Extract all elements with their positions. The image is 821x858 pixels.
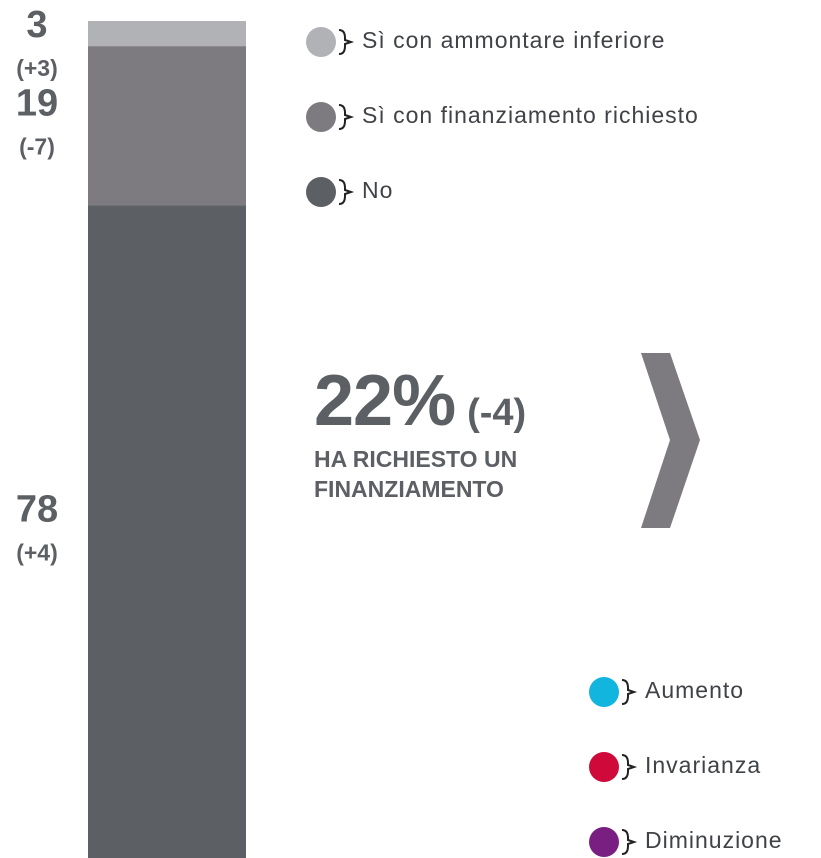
legend2-swatch bbox=[589, 752, 619, 782]
legend-swatch bbox=[306, 177, 336, 207]
legend-swatch bbox=[306, 102, 336, 132]
change-label: (+4) bbox=[16, 540, 58, 566]
chevron bbox=[641, 353, 700, 528]
legend2-swatch bbox=[589, 677, 619, 707]
legend-bracket bbox=[338, 104, 355, 130]
legend2-label: Aumento bbox=[645, 677, 744, 703]
legend-label: No bbox=[362, 177, 393, 203]
bar-segment bbox=[88, 205, 246, 858]
legend2-bracket bbox=[621, 679, 638, 705]
legend2-bracket bbox=[621, 754, 638, 780]
legend-label: Sì con ammontare inferiore bbox=[362, 27, 665, 53]
value-label: 19 bbox=[16, 83, 58, 125]
headline-value: 22% bbox=[314, 361, 456, 441]
bar-segment bbox=[88, 21, 246, 47]
legend2-label: Diminuzione bbox=[645, 827, 783, 853]
headline-text: HA RICHIESTO UN FINANZIAMENTO bbox=[314, 446, 518, 502]
value-label: 3 bbox=[26, 4, 47, 46]
headline-change: (-4) bbox=[467, 392, 527, 434]
legend-bracket bbox=[338, 179, 355, 205]
change-label: (-7) bbox=[19, 134, 55, 160]
bar-segment bbox=[88, 46, 246, 206]
legend-swatch bbox=[306, 27, 336, 57]
headline: 22% (-4) HA RICHIESTO UN FINANZIAMENTO bbox=[314, 360, 614, 504]
legend2-bracket bbox=[621, 829, 638, 855]
legend-label: Sì con finanziamento richiesto bbox=[362, 102, 699, 128]
change-label: (+3) bbox=[16, 55, 58, 81]
legend-bracket bbox=[338, 29, 355, 55]
legend2-label: Invarianza bbox=[645, 752, 761, 778]
value-label: 78 bbox=[16, 489, 58, 531]
legend2-swatch bbox=[589, 827, 619, 857]
